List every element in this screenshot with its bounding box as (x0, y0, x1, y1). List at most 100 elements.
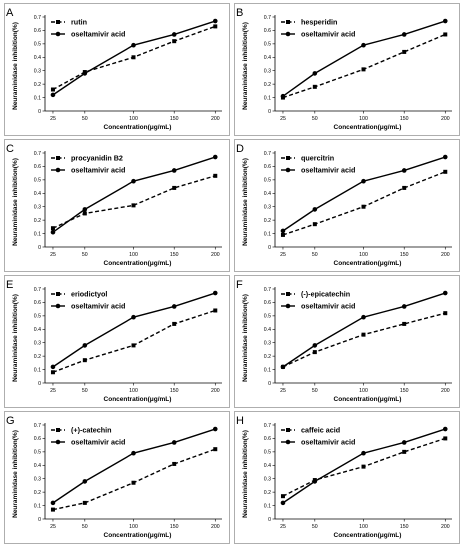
y-tick-label: 0.1 (264, 231, 271, 237)
legend-swatch-square (286, 428, 290, 432)
panel-frame (234, 139, 460, 272)
y-tick-label: 0.1 (264, 367, 271, 373)
x-tick-label: 150 (170, 388, 179, 394)
x-axis-label: Concentration(μg/mL) (334, 124, 402, 131)
y-tick-label: 0.5 (264, 314, 271, 320)
y-tick-label: 0.2 (34, 354, 41, 360)
legend-label: oseltamivir acid (71, 438, 125, 447)
data-point-square (402, 449, 407, 454)
y-tick-label: 0.6 (264, 164, 271, 170)
data-point-square (82, 358, 87, 363)
data-point-square (402, 49, 407, 54)
data-point-circle (50, 364, 56, 370)
legend-label: oseltamivir acid (71, 30, 125, 39)
panel-label: E (6, 279, 13, 291)
panel-e: E 0 0.1 0.2 0.3 0.4 0.5 0.6 0.7 25 50 100 150 200 Conc… (4, 275, 230, 408)
x-tick-label: 200 (441, 116, 450, 122)
data-point-square (280, 494, 285, 499)
panel-g: G 0 0.1 0.2 0.3 0.4 0.5 0.6 0.7 25 50 100 150 200 Conc… (4, 411, 230, 544)
legend-label: oseltamivir acid (301, 166, 355, 175)
x-tick-label: 100 (359, 388, 368, 394)
y-tick-label: 0.7 (34, 287, 41, 293)
y-tick-label: 0.3 (34, 69, 41, 75)
y-tick-label: 0.4 (264, 55, 271, 61)
x-tick-label: 25 (50, 524, 56, 530)
y-tick-label: 0 (268, 381, 271, 387)
data-point-circle (212, 290, 218, 296)
x-tick-label: 200 (211, 116, 220, 122)
y-tick-label: 0 (38, 517, 41, 523)
x-tick-label: 100 (359, 116, 368, 122)
panel-label: A (6, 7, 14, 19)
y-tick-label: 0.2 (264, 490, 271, 496)
legend-swatch-circle (55, 439, 61, 445)
data-point-square (443, 169, 448, 174)
x-tick-label: 100 (359, 524, 368, 530)
data-point-circle (82, 479, 88, 484)
panel-a: A 0 0.1 0.2 0.3 0.4 0.5 0.6 0.7 25 50 100 150 200 Conc… (4, 3, 230, 136)
x-tick-label: 25 (50, 252, 56, 258)
y-tick-label: 0.1 (34, 367, 41, 373)
data-point-square (172, 461, 177, 466)
panel-frame (234, 3, 460, 136)
data-point-circle (361, 450, 366, 456)
panel-label: B (236, 7, 243, 19)
data-point-square (131, 55, 136, 60)
data-point-square (213, 173, 218, 178)
panel-c: C 0 0.1 0.2 0.3 0.4 0.5 0.6 0.7 25 50 100 150 200 Conc… (4, 139, 230, 272)
x-tick-label: 200 (211, 252, 220, 258)
legend-swatch-circle (285, 303, 291, 309)
data-point-circle (131, 450, 136, 456)
y-tick-label: 0.5 (34, 42, 41, 48)
y-tick-label: 0.2 (264, 218, 271, 224)
y-axis-label: Neuraminidase inhibition(%) (12, 294, 19, 382)
x-tick-label: 25 (280, 388, 286, 394)
data-point-circle (280, 93, 286, 99)
legend-swatch-square (56, 156, 60, 160)
y-tick-label: 0.4 (34, 55, 41, 61)
x-tick-label: 25 (280, 116, 286, 122)
legend-swatch-square (56, 292, 60, 296)
data-point-square (443, 32, 448, 37)
panel-frame (234, 275, 460, 408)
x-tick-label: 50 (312, 116, 318, 122)
data-point-square (82, 500, 87, 505)
data-point-square (361, 332, 366, 337)
y-tick-label: 0.6 (264, 28, 271, 34)
y-tick-label: 0.6 (264, 436, 271, 442)
y-tick-label: 0.7 (34, 15, 41, 21)
x-tick-label: 100 (129, 524, 138, 530)
x-axis-label: Concentration(μg/mL) (334, 260, 402, 267)
y-tick-label: 0.1 (34, 95, 41, 101)
x-tick-label: 200 (211, 388, 220, 394)
y-tick-label: 0.5 (264, 178, 271, 184)
x-tick-label: 50 (82, 116, 88, 122)
y-tick-label: 0 (38, 245, 41, 251)
y-tick-label: 0.3 (264, 341, 271, 347)
data-point-square (312, 84, 317, 89)
legend-label: oseltamivir acid (301, 302, 355, 311)
y-tick-label: 0 (268, 245, 271, 251)
y-tick-label: 0.6 (34, 436, 41, 442)
data-point-square (172, 321, 177, 326)
panel-frame (4, 139, 230, 272)
legend-label: oseltamivir acid (301, 30, 355, 39)
x-tick-label: 50 (82, 524, 88, 530)
x-tick-label: 150 (400, 524, 409, 530)
panel-label: D (236, 143, 244, 155)
x-tick-label: 25 (50, 388, 56, 394)
data-point-circle (361, 42, 366, 48)
data-point-circle (312, 343, 318, 348)
x-tick-label: 100 (129, 252, 138, 258)
data-point-circle (212, 18, 218, 24)
y-tick-label: 0.4 (264, 327, 271, 333)
y-tick-label: 0.3 (264, 205, 271, 211)
data-point-square (50, 370, 55, 375)
legend-swatch-circle (285, 31, 291, 37)
y-tick-label: 0.4 (34, 327, 41, 333)
x-tick-label: 100 (129, 388, 138, 394)
data-point-circle (401, 168, 407, 173)
y-axis-label: Neuraminidase inhibition(%) (242, 158, 249, 246)
data-point-circle (442, 154, 448, 160)
